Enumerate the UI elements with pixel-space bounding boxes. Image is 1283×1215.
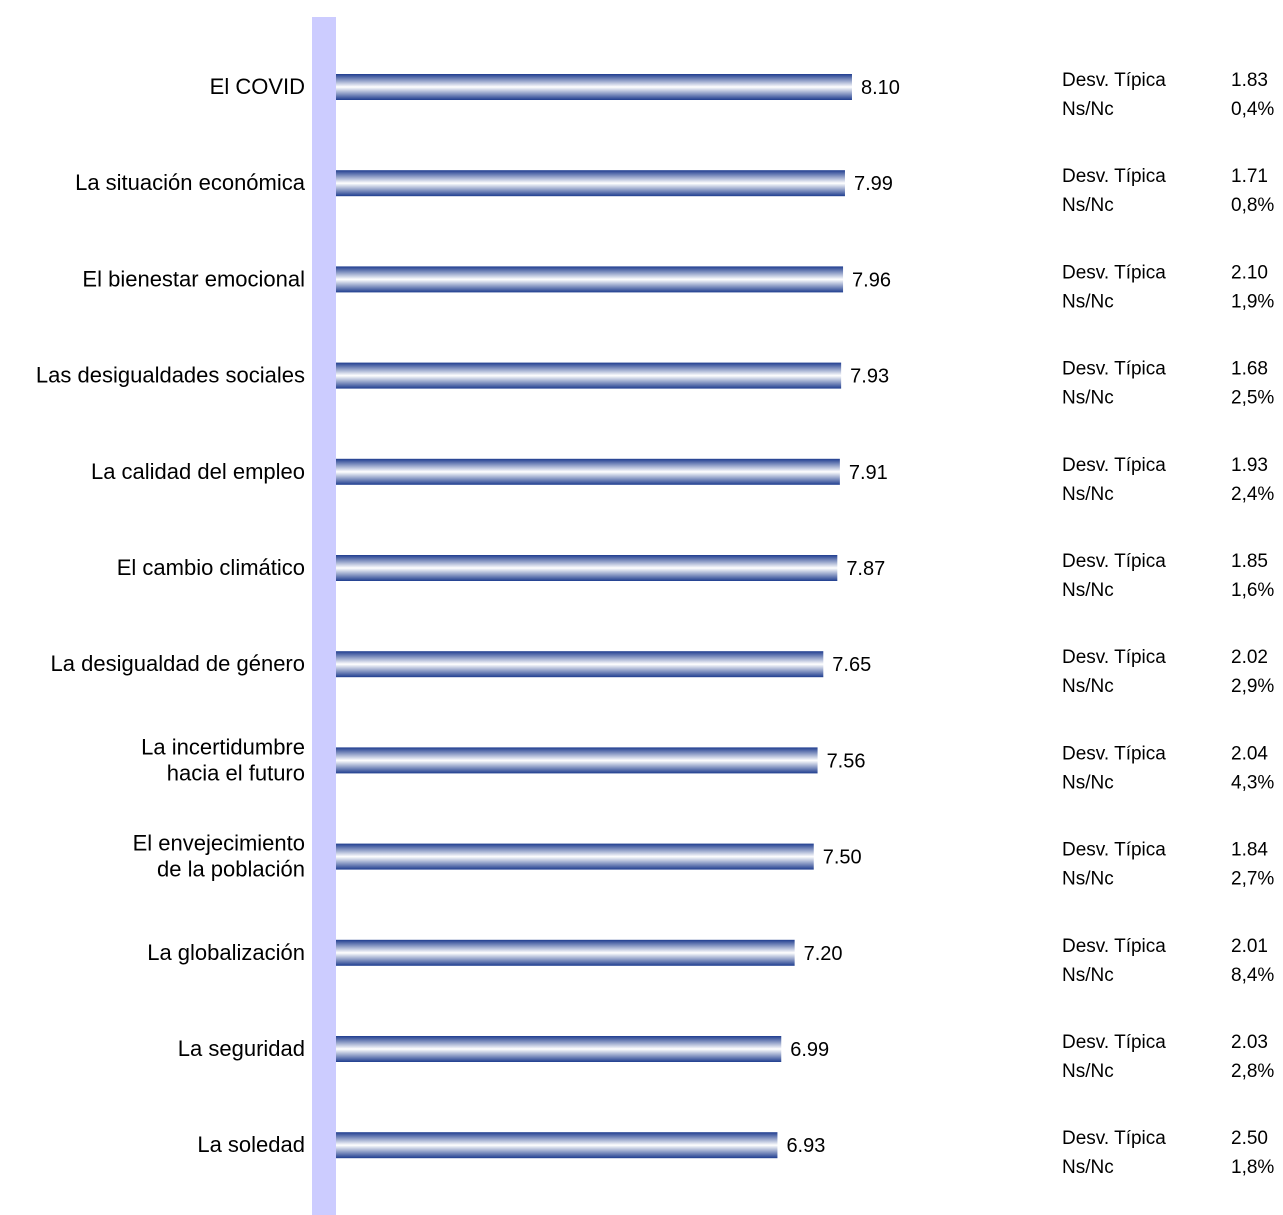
category-label-11: La seguridad [178, 1036, 305, 1061]
value-labels: 8.10 7.99 7.96 7.93 7.91 7.87 7.65 7.56 7.50 7.20… [786, 77, 899, 1157]
nsnc-label-12: Ns/Nc [1062, 1157, 1114, 1178]
nsnc-label-1: Ns/Nc [1062, 99, 1114, 120]
nsnc-value-2: 0,8% [1231, 195, 1274, 216]
value-label-9: 7.50 [823, 847, 862, 869]
desv-label-1: Desv. Típica [1062, 70, 1166, 91]
value-label-2: 7.99 [854, 173, 893, 195]
nsnc-value-3: 1,9% [1231, 291, 1274, 312]
category-label-6: El cambio climático [117, 555, 305, 580]
bar-5 [336, 458, 840, 485]
desv-value-7: 2.02 [1231, 647, 1268, 668]
category-label-2: La situación económica [75, 170, 306, 195]
value-label-3: 7.96 [852, 269, 891, 291]
nsnc-label-9: Ns/Nc [1062, 869, 1114, 890]
desv-value-1: 1.83 [1231, 70, 1268, 91]
nsnc-label-8: Ns/Nc [1062, 772, 1114, 793]
bar-2 [336, 170, 845, 197]
nsnc-value-4: 2,5% [1231, 388, 1274, 409]
nsnc-value-8: 4,3% [1231, 772, 1274, 793]
bar-3 [336, 266, 844, 293]
nsnc-label-2: Ns/Nc [1062, 195, 1114, 216]
desv-value-4: 1.68 [1231, 359, 1268, 380]
nsnc-label-6: Ns/Nc [1062, 580, 1114, 601]
category-label-5: La calidad del empleo [91, 459, 305, 484]
value-label-7: 7.65 [832, 654, 871, 676]
value-label-12: 6.93 [786, 1135, 825, 1157]
desv-value-12: 2.50 [1231, 1128, 1268, 1149]
desv-value-11: 2.03 [1231, 1032, 1268, 1053]
desv-label-8: Desv. Típica [1062, 743, 1166, 764]
desv-label-6: Desv. Típica [1062, 551, 1166, 572]
nsnc-value-5: 2,4% [1231, 484, 1274, 505]
category-label-1: El COVID [210, 74, 305, 99]
nsnc-value-7: 2,9% [1231, 676, 1274, 697]
nsnc-value-6: 1,6% [1231, 580, 1274, 601]
desv-label-4: Desv. Típica [1062, 359, 1166, 380]
desv-value-8: 2.04 [1231, 743, 1268, 764]
desv-value-2: 1.71 [1231, 166, 1268, 187]
category-label-4: Las desigualdades sociales [36, 363, 305, 388]
value-label-10: 7.20 [804, 943, 843, 965]
desv-value-5: 1.93 [1231, 455, 1268, 476]
bar-12 [336, 1132, 778, 1159]
nsnc-value-12: 1,8% [1231, 1157, 1274, 1178]
value-label-6: 7.87 [846, 558, 885, 580]
axis-band [312, 17, 336, 1215]
desv-value-3: 2.10 [1231, 262, 1268, 283]
desv-label-7: Desv. Típica [1062, 647, 1166, 668]
desv-label-3: Desv. Típica [1062, 262, 1166, 283]
nsnc-value-11: 2,8% [1231, 1061, 1274, 1082]
nsnc-value-10: 8,4% [1231, 965, 1274, 986]
nsnc-label-10: Ns/Nc [1062, 965, 1114, 986]
nsnc-label-4: Ns/Nc [1062, 388, 1114, 409]
desv-label-2: Desv. Típica [1062, 166, 1166, 187]
category-label-7: La desigualdad de género [51, 651, 305, 676]
nsnc-label-5: Ns/Nc [1062, 484, 1114, 505]
desv-label-9: Desv. Típica [1062, 840, 1166, 861]
category-label-3: El bienestar emocional [82, 266, 305, 291]
desv-value-10: 2.01 [1231, 936, 1268, 957]
value-label-4: 7.93 [850, 366, 889, 388]
desv-value-6: 1.85 [1231, 551, 1268, 572]
value-label-1: 8.10 [861, 77, 900, 99]
desv-label-11: Desv. Típica [1062, 1032, 1166, 1053]
category-labels: El COVID La situación económica El bienest… [36, 74, 306, 1157]
desv-value-9: 1.84 [1231, 840, 1268, 861]
nsnc-label-3: Ns/Nc [1062, 291, 1114, 312]
stats-panel: Desv. Típica 1.83 Ns/Nc 0,4% Desv. Típica 1.7… [1062, 70, 1274, 1178]
bar-7 [336, 651, 824, 678]
bar-1 [336, 74, 852, 100]
bars [336, 74, 852, 1159]
value-label-11: 6.99 [790, 1039, 829, 1061]
bar-9 [336, 843, 814, 870]
nsnc-value-9: 2,7% [1231, 869, 1274, 890]
bar-4 [336, 362, 842, 389]
category-label-10: La globalización [147, 940, 305, 965]
nsnc-value-1: 0,4% [1231, 99, 1274, 120]
bar-11 [336, 1036, 782, 1062]
bar-8 [336, 747, 818, 774]
bar-10 [336, 939, 795, 966]
desv-label-10: Desv. Típica [1062, 936, 1166, 957]
category-label-8: La incertidumbre hacia el futuro [141, 734, 305, 785]
category-label-9: El envejecimiento de la población [133, 831, 305, 882]
desv-label-5: Desv. Típica [1062, 455, 1166, 476]
value-label-8: 7.56 [827, 750, 866, 772]
bar-6 [336, 555, 838, 581]
value-label-5: 7.91 [849, 462, 888, 484]
nsnc-label-11: Ns/Nc [1062, 1061, 1114, 1082]
category-label-12: La soledad [197, 1132, 305, 1157]
nsnc-label-7: Ns/Nc [1062, 676, 1114, 697]
desv-label-12: Desv. Típica [1062, 1128, 1166, 1149]
